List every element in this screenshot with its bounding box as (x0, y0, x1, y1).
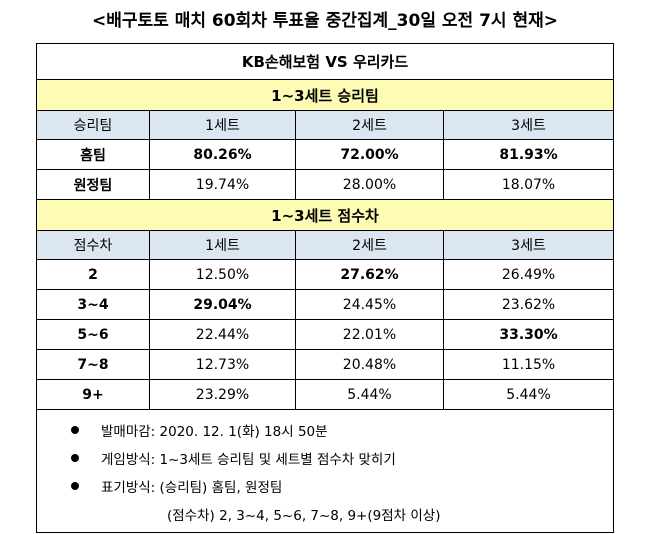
note-text: (점수차) 2, 3~4, 5~6, 7~8, 9+(9점차 이상) (167, 508, 441, 524)
column-header: 2세트 (295, 110, 444, 140)
table-cell: 22.01% (295, 319, 444, 350)
row-label: 2 (36, 259, 150, 290)
table-cell: 81.93% (442, 139, 615, 170)
section-header-row: 1~3세트 승리팀 (35, 79, 615, 111)
section-title-winner: 1~3세트 승리팀 (35, 79, 615, 111)
note-text: 표기방식: (승리팀) 홈팀, 원정팀 (101, 480, 283, 496)
table-cell: 27.62% (295, 259, 444, 290)
bullet-icon (71, 482, 79, 490)
note-text: 게임방식: 1~3세트 승리팀 및 세트별 점수차 맞히기 (101, 452, 396, 468)
column-header-row: 점수차 1세트 2세트 3세트 (36, 230, 615, 260)
table-cell: 18.07% (442, 169, 615, 200)
table-cell: 19.74% (149, 169, 296, 200)
row-label: 9+ (36, 379, 150, 410)
note-text: 발매마감: 2020. 12. 1(화) 18시 50분 (101, 424, 328, 440)
table-cell: 26.49% (442, 259, 615, 290)
column-header-row: 승리팀 1세트 2세트 3세트 (36, 110, 615, 140)
column-header: 2세트 (295, 230, 444, 260)
table-cell: 5.44% (442, 379, 615, 410)
row-label: 5~6 (36, 319, 150, 350)
vote-rate-table: KB손해보험 VS 우리카드 1~3세트 승리팀 승리팀 1세트 2세트 3세트… (35, 43, 615, 533)
table-cell: 80.26% (149, 139, 296, 170)
table-cell: 24.45% (295, 289, 444, 320)
column-header: 3세트 (442, 230, 615, 260)
column-header: 승리팀 (36, 110, 150, 140)
table-cell: 23.29% (149, 379, 296, 410)
table-cell: 20.48% (295, 349, 444, 380)
row-label: 3~4 (36, 289, 150, 320)
column-header: 3세트 (442, 110, 615, 140)
notes-row: 발매마감: 2020. 12. 1(화) 18시 50분 게임방식: 1~3세트… (35, 409, 615, 533)
table-cell: 12.73% (149, 349, 296, 380)
note-item: 발매마감: 2020. 12. 1(화) 18시 50분 (38, 416, 613, 444)
row-label: 원정팀 (36, 169, 150, 200)
bullet-icon (71, 454, 79, 462)
row-label: 7~8 (36, 349, 150, 380)
section-header-row: 1~3세트 점수차 (35, 199, 615, 231)
column-header: 1세트 (149, 230, 296, 260)
table-row: 홈팀 80.26% 72.00% 81.93% (36, 139, 615, 170)
table-cell: 5.44% (295, 379, 444, 410)
bullet-icon (71, 426, 79, 434)
table-row: 5~6 22.44% 22.01% 33.30% (36, 319, 615, 350)
note-item: 게임방식: 1~3세트 승리팀 및 세트별 점수차 맞히기 (38, 444, 613, 472)
column-header: 점수차 (36, 230, 150, 260)
column-header: 1세트 (149, 110, 296, 140)
table-cell: 33.30% (442, 319, 615, 350)
table-cell: 11.15% (442, 349, 615, 380)
section-title-score-diff: 1~3세트 점수차 (35, 199, 615, 231)
table-row: 3~4 29.04% 24.45% 23.62% (36, 289, 615, 320)
match-row: KB손해보험 VS 우리카드 (35, 43, 615, 80)
match-title: KB손해보험 VS 우리카드 (35, 43, 615, 80)
table-cell: 72.00% (295, 139, 444, 170)
table-cell: 29.04% (149, 289, 296, 320)
note-continuation: (점수차) 2, 3~4, 5~6, 7~8, 9+(9점차 이상) (38, 500, 613, 528)
table-row: 원정팀 19.74% 28.00% 18.07% (36, 169, 615, 200)
row-label: 홈팀 (36, 139, 150, 170)
table-row: 9+ 23.29% 5.44% 5.44% (36, 379, 615, 410)
table-cell: 28.00% (295, 169, 444, 200)
table-cell: 12.50% (149, 259, 296, 290)
page-title: <배구토토 매치 60회차 투표율 중간집계_30일 오전 7시 현재> (92, 11, 558, 31)
notes-cell: 발매마감: 2020. 12. 1(화) 18시 50분 게임방식: 1~3세트… (35, 409, 615, 533)
table-row: 7~8 12.73% 20.48% 11.15% (36, 349, 615, 380)
table-cell: 22.44% (149, 319, 296, 350)
table-row: 2 12.50% 27.62% 26.49% (36, 259, 615, 290)
table-cell: 23.62% (442, 289, 615, 320)
note-item: 표기방식: (승리팀) 홈팀, 원정팀 (38, 472, 613, 500)
